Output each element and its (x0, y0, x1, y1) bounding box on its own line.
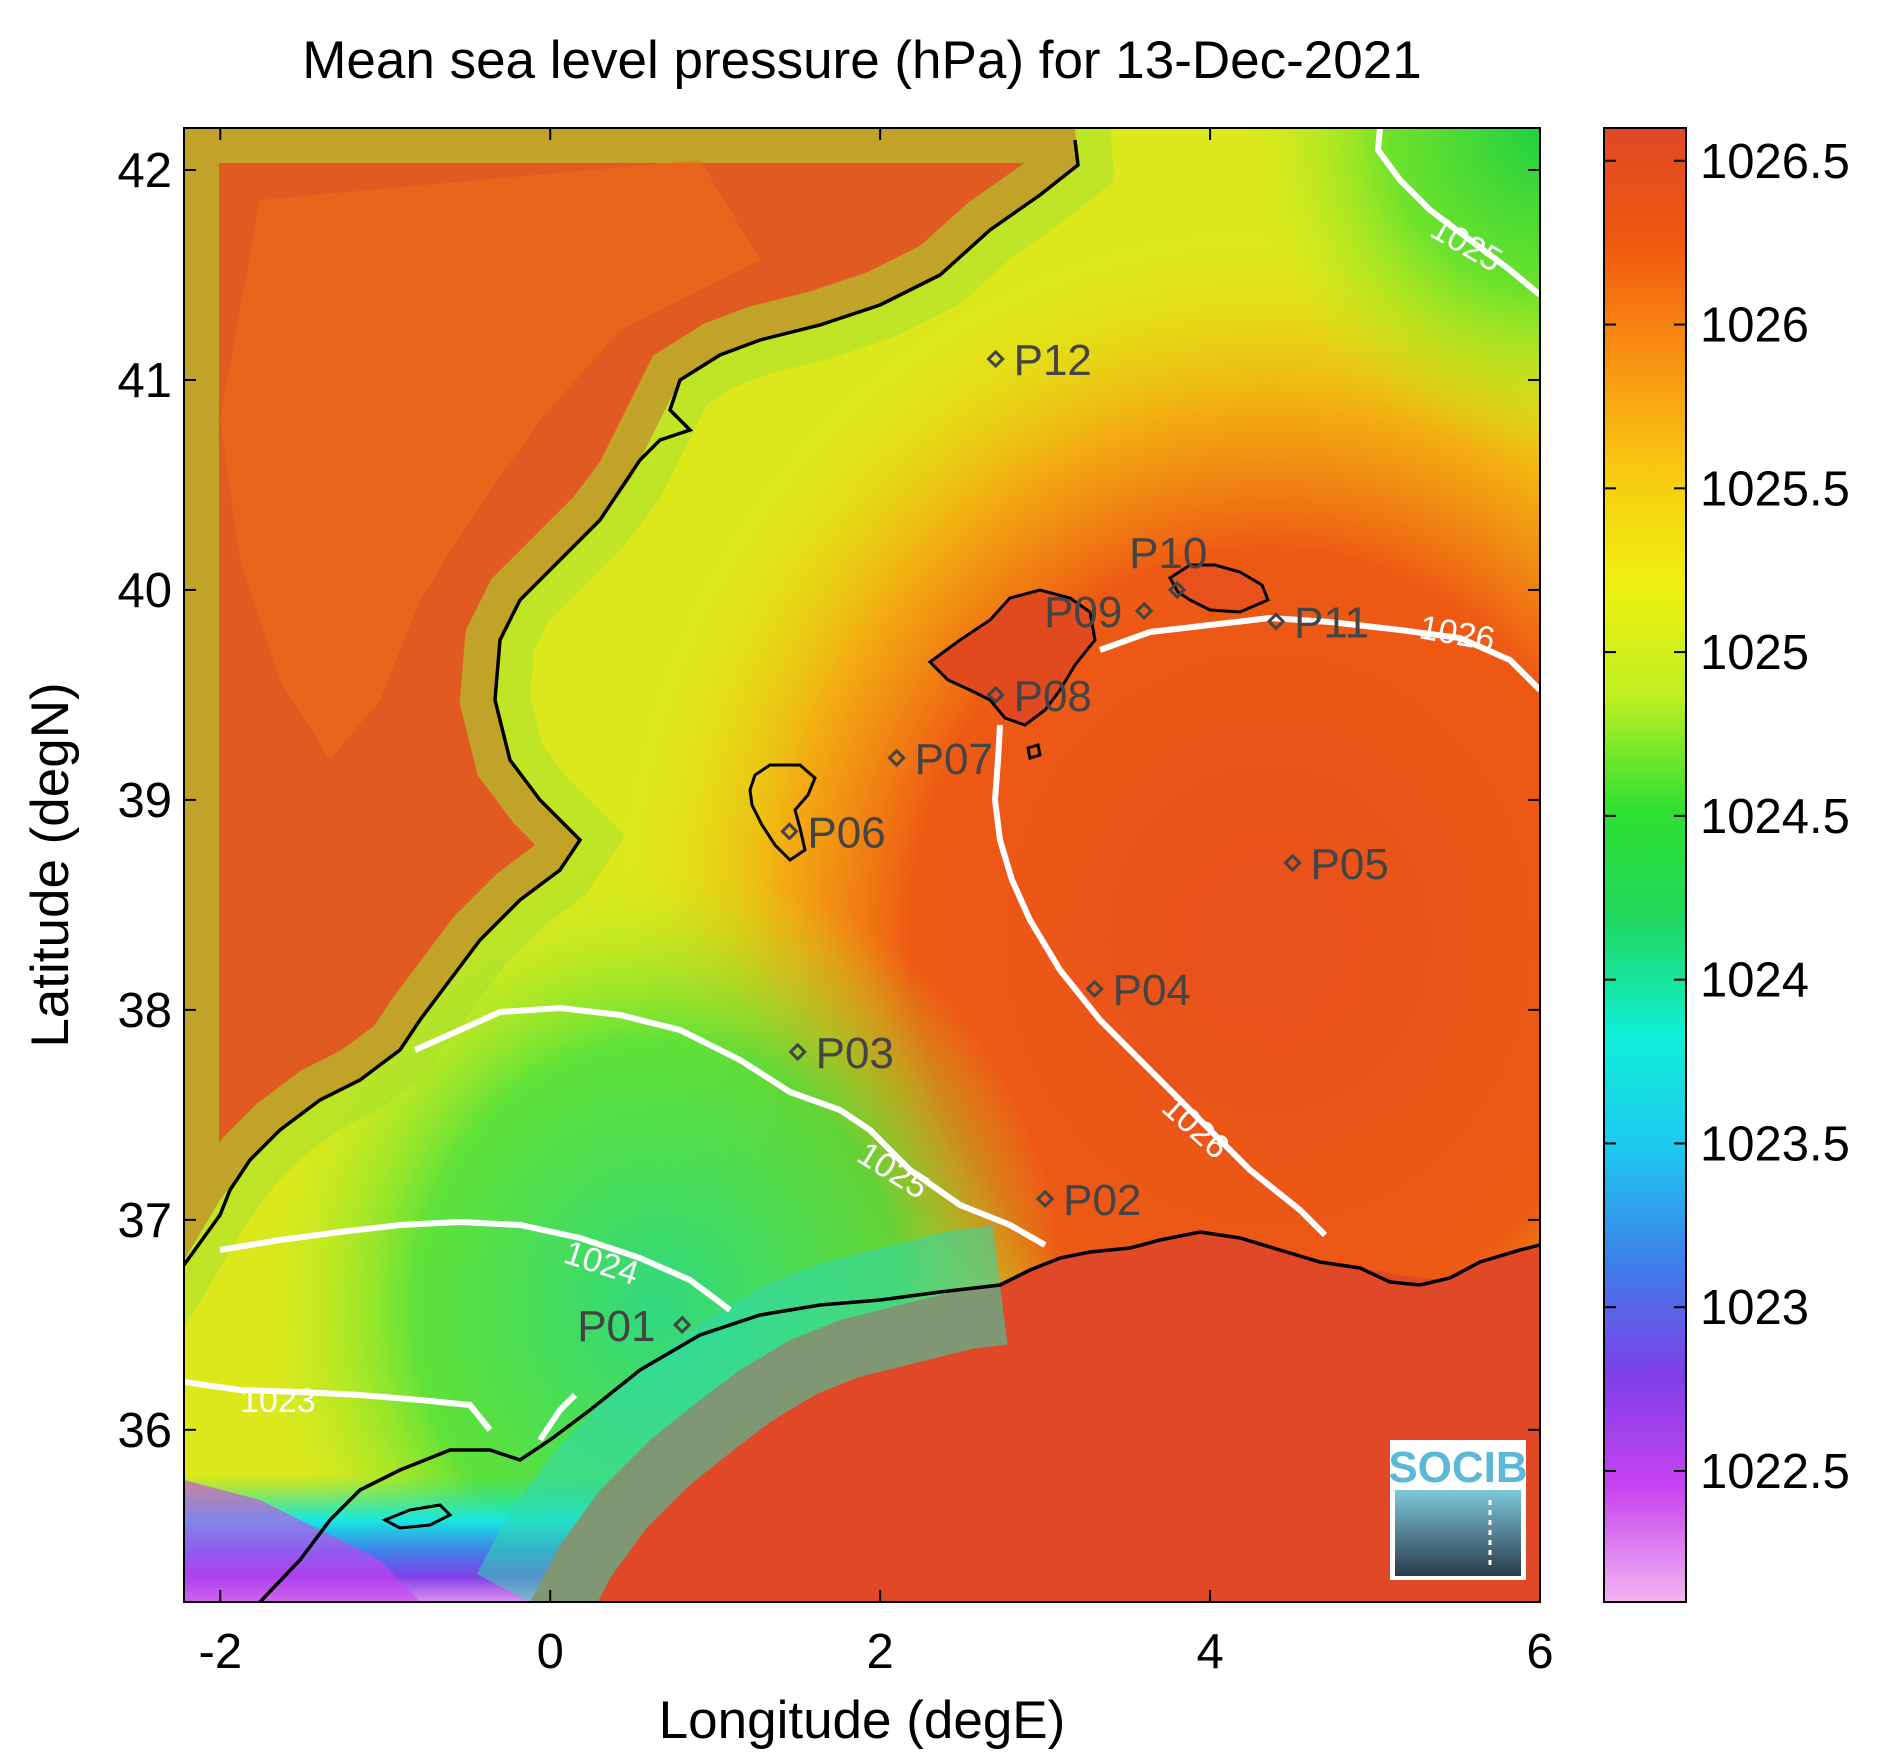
station-p04: P04 (1085, 966, 1191, 1015)
socib-logo: SOCIB (1388, 1440, 1528, 1580)
african-coastal-band (476, 1225, 1008, 1602)
station-label: P11 (1294, 598, 1369, 647)
colorbar-tick-label: 1026.5 (1700, 135, 1850, 189)
ibiza (748, 763, 817, 862)
station-marker-icon (1266, 612, 1286, 631)
y-tick-label: 39 (117, 774, 172, 828)
station-label: P06 (807, 808, 885, 857)
station-label: P05 (1311, 840, 1389, 889)
contour-1025-south (413, 1004, 1047, 1248)
colorbar-tick-label: 1022.5 (1700, 1445, 1850, 1499)
y-tick-label: 41 (117, 354, 172, 408)
logo-panel (1395, 1490, 1521, 1576)
map-frame (183, 127, 1541, 1603)
y-tick-label: 40 (117, 564, 172, 618)
colorbar-tick-label: 1025.5 (1700, 462, 1850, 516)
north-africa-land (530, 1232, 1540, 1602)
chart-title: Mean sea level pressure (hPa) for 13-Dec… (302, 31, 1421, 90)
station-label: P08 (1014, 672, 1092, 721)
alboran (381, 1503, 453, 1530)
station-marker-icon (887, 748, 906, 768)
contour-1023 (184, 1379, 493, 1432)
station-marker-icon (986, 685, 1005, 705)
menorca (1167, 563, 1270, 614)
logo-text: SOCIB (1388, 1443, 1527, 1492)
station-marker-icon (1085, 979, 1104, 999)
cabrera (1026, 743, 1042, 760)
x-tick-label: 4 (1196, 1625, 1223, 1679)
x-axis-title: Longitude (degE) (659, 1691, 1066, 1750)
contour-label-1023: 1023 (240, 1382, 316, 1420)
station-label: P04 (1113, 966, 1191, 1015)
x-axis: -2 0 2 4 6 (199, 128, 1554, 1679)
station-label: P01 (577, 1302, 655, 1351)
sw-violet-corner (184, 1480, 420, 1602)
station-p12: P12 (986, 336, 1092, 385)
station-p07: P07 (887, 735, 993, 784)
colorbar-tick-label: 1023.5 (1700, 1117, 1850, 1171)
colorbar (1603, 127, 1687, 1603)
x-tick-label: 2 (867, 1625, 894, 1679)
map-panel: 1023 1024 1025 1025 1026 1026 P01P02P03P… (184, 128, 1540, 1602)
station-marker-icon (780, 822, 799, 841)
colorbar-ticks: 1026.5 1026 1025.5 1025 1024.5 1024 1023.5 1023… (1604, 135, 1850, 1499)
station-marker-icon (788, 1042, 807, 1062)
y-tick-label: 38 (117, 984, 172, 1038)
contour-1026-east (1098, 614, 1540, 693)
station-label: P07 (915, 735, 993, 784)
station-label: P09 (1044, 588, 1122, 637)
x-tick-label: 6 (1526, 1625, 1553, 1679)
contour-1024 (219, 1218, 732, 1313)
station-marker-icon (672, 1315, 692, 1335)
station-marker-icon (1283, 853, 1302, 873)
mallorca (927, 588, 1097, 727)
colorbar-tick-label: 1026 (1700, 299, 1809, 353)
colorbar-tick-label: 1025 (1700, 626, 1809, 680)
station-p03: P03 (788, 1029, 894, 1078)
station-label: P03 (816, 1029, 894, 1078)
african-coastline (258, 1230, 1540, 1602)
y-tick-label: 42 (117, 144, 172, 198)
inland-orange-patch (220, 160, 760, 760)
iberian-coastline (184, 139, 1080, 1267)
station-marker-icon (1167, 580, 1187, 600)
y-tick-label: 36 (117, 1404, 172, 1458)
station-p08: P08 (986, 672, 1092, 721)
station-marker-icon (1035, 1189, 1055, 1209)
y-axis: 42 41 40 39 38 37 36 (117, 144, 1540, 1458)
colorbar-tick-label: 1024 (1700, 954, 1809, 1008)
station-label: P12 (1014, 336, 1092, 385)
x-tick-label: -2 (199, 1625, 243, 1679)
station-label: P10 (1129, 529, 1207, 578)
station-marker-icon (986, 349, 1005, 369)
y-axis-title: Latitude (degN) (21, 682, 80, 1047)
contour-1023-b (537, 1392, 578, 1442)
station-p09: P09 (1044, 588, 1154, 637)
station-marker-icon (1134, 601, 1154, 621)
station-p10: P10 (1129, 529, 1207, 600)
x-tick-label: 0 (537, 1625, 564, 1679)
y-tick-label: 37 (117, 1194, 172, 1248)
station-p01: P01 (577, 1302, 692, 1351)
contour-1026 (991, 724, 1328, 1238)
station-p11: P11 (1266, 598, 1369, 647)
station-p05: P05 (1283, 840, 1389, 889)
colorbar-tick-label: 1024.5 (1700, 790, 1850, 844)
station-label: P02 (1063, 1176, 1141, 1225)
colorbar-tick-label: 1023 (1700, 1281, 1809, 1335)
contour-1025-ne (1374, 128, 1540, 298)
station-p02: P02 (1035, 1176, 1141, 1225)
station-p06: P06 (780, 808, 886, 857)
